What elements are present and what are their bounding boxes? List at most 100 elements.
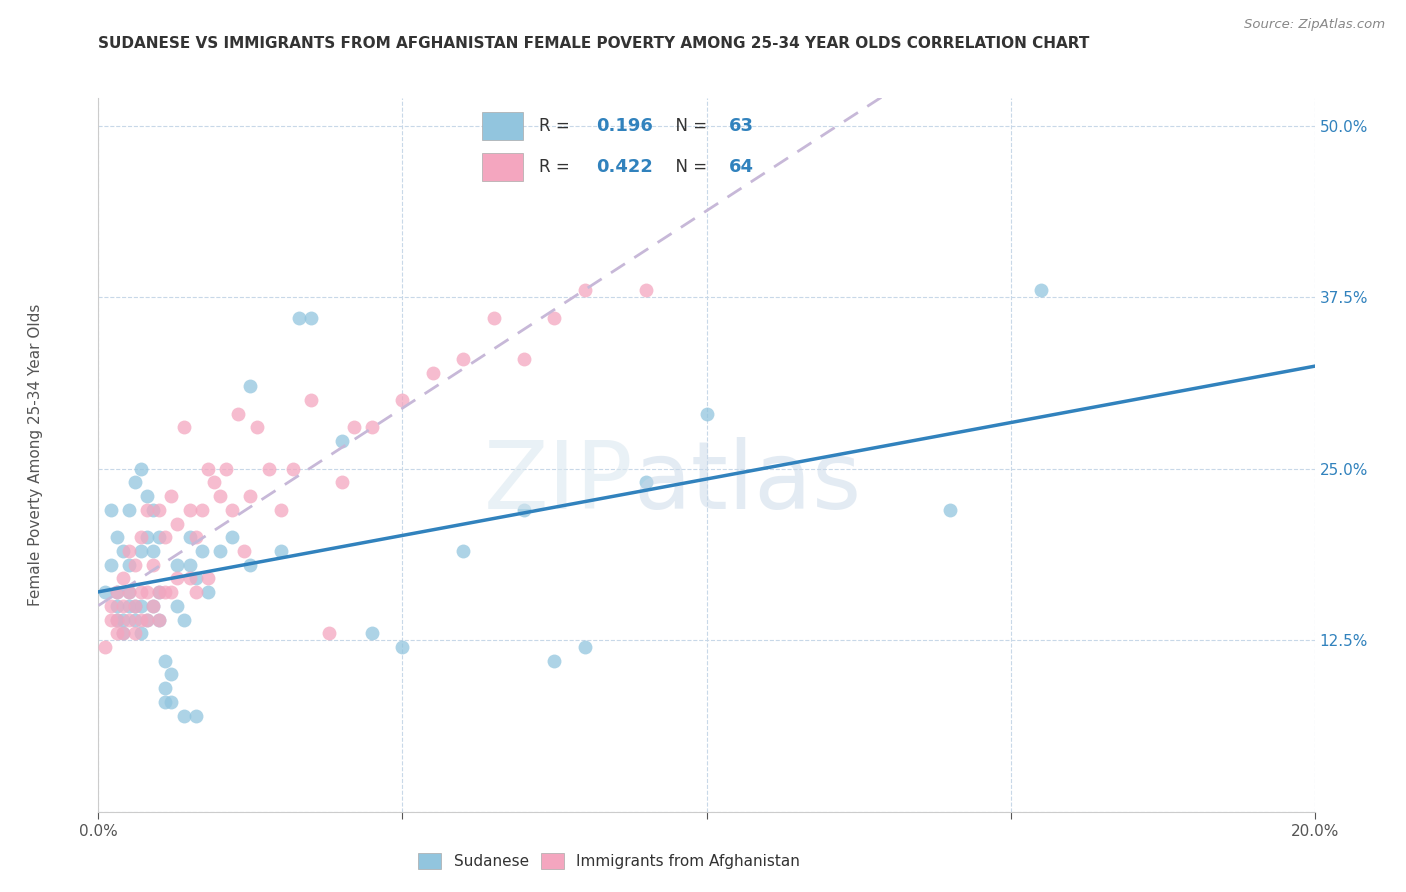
Point: [136, 585, 159, 599]
Point: [93, 640, 115, 654]
Point: [184, 585, 207, 599]
Point: [239, 379, 262, 393]
Legend: Sudanese, Immigrants from Afghanistan: Sudanese, Immigrants from Afghanistan: [412, 847, 806, 875]
Point: [197, 585, 219, 599]
Point: [129, 544, 152, 558]
Point: [129, 585, 152, 599]
Point: [111, 571, 134, 585]
Point: [118, 585, 141, 599]
Point: [1029, 283, 1052, 297]
Point: [129, 599, 152, 613]
Point: [100, 558, 122, 572]
Point: [118, 613, 141, 627]
Text: SUDANESE VS IMMIGRANTS FROM AFGHANISTAN FEMALE POVERTY AMONG 25-34 YEAR OLDS COR: SUDANESE VS IMMIGRANTS FROM AFGHANISTAN …: [98, 36, 1090, 51]
Point: [634, 475, 657, 490]
Point: [179, 530, 201, 544]
Point: [179, 558, 201, 572]
Point: [148, 530, 170, 544]
Point: [299, 310, 322, 325]
Point: [148, 503, 170, 517]
Point: [105, 613, 128, 627]
Point: [209, 544, 232, 558]
Point: [105, 585, 128, 599]
Point: [124, 475, 146, 490]
Point: [118, 585, 141, 599]
Point: [142, 599, 165, 613]
Point: [136, 613, 159, 627]
Point: [111, 613, 134, 627]
Point: [155, 530, 177, 544]
Point: [136, 530, 159, 544]
Point: [191, 544, 214, 558]
Point: [513, 503, 536, 517]
Point: [148, 613, 170, 627]
Point: [136, 503, 159, 517]
Point: [391, 640, 413, 654]
Point: [939, 503, 962, 517]
Point: [343, 420, 366, 434]
Point: [111, 626, 134, 640]
Point: [330, 475, 353, 490]
Text: ZIP: ZIP: [484, 437, 634, 530]
Point: [111, 626, 134, 640]
Point: [105, 613, 128, 627]
Point: [148, 585, 170, 599]
Point: [155, 654, 177, 668]
Point: [233, 544, 256, 558]
Point: [391, 392, 413, 407]
Point: [166, 599, 188, 613]
Point: [124, 558, 146, 572]
Point: [184, 571, 207, 585]
Point: [118, 503, 141, 517]
Point: [696, 407, 718, 421]
Text: Source: ZipAtlas.com: Source: ZipAtlas.com: [1244, 18, 1385, 31]
Point: [129, 613, 152, 627]
Point: [574, 640, 596, 654]
Point: [155, 585, 177, 599]
Point: [330, 434, 353, 449]
Point: [124, 626, 146, 640]
Point: [543, 310, 565, 325]
Point: [288, 310, 311, 325]
Point: [257, 461, 280, 475]
Point: [166, 516, 188, 531]
Point: [179, 571, 201, 585]
Point: [100, 503, 122, 517]
Point: [118, 599, 141, 613]
Point: [422, 366, 444, 380]
Point: [245, 420, 267, 434]
Point: [482, 310, 505, 325]
Point: [184, 530, 207, 544]
Point: [318, 626, 340, 640]
Point: [160, 695, 183, 709]
Point: [142, 544, 165, 558]
Point: [129, 461, 152, 475]
Point: [191, 503, 214, 517]
Point: [202, 475, 225, 490]
Point: [281, 461, 304, 475]
Point: [215, 461, 238, 475]
Point: [142, 503, 165, 517]
Point: [148, 613, 170, 627]
Point: [361, 626, 384, 640]
Point: [118, 558, 141, 572]
Point: [270, 544, 292, 558]
Point: [221, 530, 243, 544]
Point: [111, 544, 134, 558]
Point: [155, 681, 177, 696]
Point: [160, 585, 183, 599]
Point: [100, 599, 122, 613]
Point: [124, 599, 146, 613]
Point: [142, 558, 165, 572]
Point: [270, 503, 292, 517]
Point: [197, 571, 219, 585]
Point: [173, 420, 195, 434]
Point: [513, 351, 536, 366]
Point: [124, 613, 146, 627]
Point: [179, 503, 201, 517]
Text: Female Poverty Among 25-34 Year Olds: Female Poverty Among 25-34 Year Olds: [28, 304, 42, 606]
Text: atlas: atlas: [634, 437, 862, 530]
Point: [197, 461, 219, 475]
Point: [118, 544, 141, 558]
Point: [166, 571, 188, 585]
